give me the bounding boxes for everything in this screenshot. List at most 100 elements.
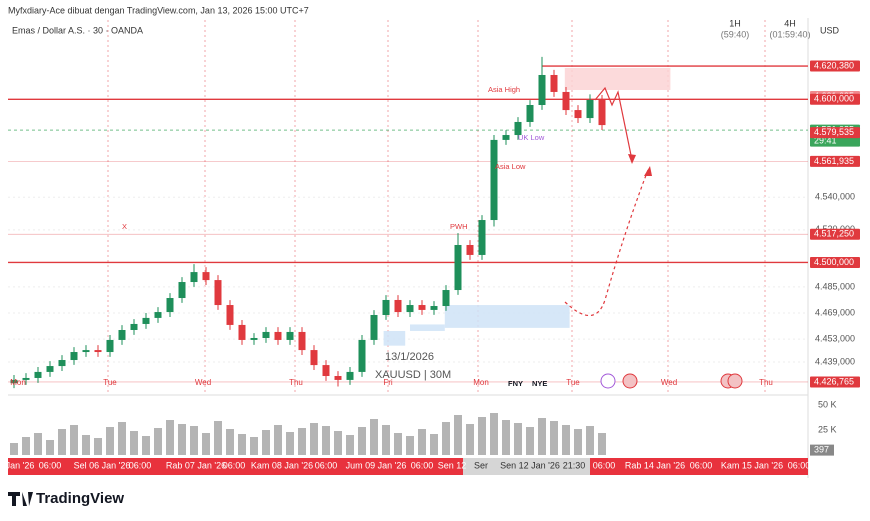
currency: USD (820, 25, 840, 35)
session-dividers (107, 20, 766, 392)
annotation: UK Low (518, 133, 545, 142)
price-label-box (810, 127, 860, 139)
zone (410, 324, 445, 331)
volume-bar (166, 420, 174, 455)
candle-body (166, 298, 174, 313)
event-icon[interactable] (622, 373, 638, 389)
x-tick-label: Rab 07 Jan '26 (166, 460, 226, 470)
volume-bar (58, 429, 66, 455)
y-tick-label: 4.439,000 (815, 356, 855, 366)
volume-bar (274, 425, 282, 455)
annotation: Asia High (488, 85, 520, 94)
zone (564, 67, 671, 90)
volume-bar (514, 423, 522, 455)
timeframe[interactable]: 1H (729, 18, 741, 28)
volume-bar (70, 425, 78, 455)
price-countdown: 29:41 (814, 136, 837, 146)
x-tick-label: Jan '26 (6, 460, 35, 470)
candle-body (562, 91, 570, 111)
x-tick-label: 06:00 (411, 460, 434, 470)
volume-bar (106, 427, 114, 455)
candle-body (82, 350, 90, 353)
price-label-box (810, 155, 860, 167)
zone (383, 330, 406, 346)
volume-bar (286, 432, 294, 455)
candle-body (22, 377, 30, 380)
candle-body (538, 74, 546, 106)
candle-body (142, 317, 150, 324)
candle-body (418, 305, 426, 310)
x-tick-label: Sel 06 Jan '26 (74, 460, 131, 470)
day-label: Tue (103, 378, 117, 387)
candle-body (574, 110, 582, 119)
candle-body (526, 105, 534, 122)
candle-body (118, 330, 126, 340)
candle-body (190, 272, 198, 283)
price-label: 4.600,000 (814, 94, 854, 104)
timeframe[interactable]: 4H (784, 18, 796, 28)
candle-body (202, 272, 210, 281)
volume-bar (118, 422, 126, 455)
price-label: 4.561,935 (814, 156, 854, 166)
candle-body (370, 314, 378, 340)
candle-body (70, 352, 78, 361)
candle-body (34, 371, 42, 378)
candle-body (238, 324, 246, 340)
volume-bar (82, 435, 90, 455)
candle-body (106, 339, 114, 353)
candle-body (130, 323, 138, 330)
symbol: Emas / Dollar A.S. · 30 · OANDA (12, 25, 143, 35)
candle-body (58, 360, 66, 367)
day-label: Fri (383, 378, 393, 387)
candle-body (358, 339, 366, 372)
projection-arrow (564, 169, 649, 317)
event-icon[interactable] (727, 373, 743, 389)
x-tick-label: Ser (474, 460, 488, 470)
candle-body (334, 376, 342, 380)
x-tick-label: Kam 15 Jan '26 (721, 460, 783, 470)
price-label: 4.500,000 (814, 257, 854, 267)
volume-bar (370, 419, 378, 455)
volume-bar (10, 443, 18, 455)
x-tick-label: 06:00 (129, 460, 152, 470)
x-tick-label: 06:00 (315, 460, 338, 470)
x-tick-label: 21:30 (563, 460, 586, 470)
candle-body (490, 139, 498, 221)
brand: TradingView (36, 490, 124, 507)
volume-bar (382, 425, 390, 455)
volume-bar (502, 420, 510, 455)
price-label: 4.579,535 (814, 127, 854, 137)
candle-body (466, 244, 474, 255)
candle-body (262, 331, 270, 338)
volume-bar (154, 428, 162, 455)
day-label: Wed (195, 378, 211, 387)
candle-body (346, 371, 354, 380)
time-axis-highlight (463, 458, 590, 475)
volume-bar (94, 438, 102, 455)
candle-body (514, 121, 522, 136)
day-label: Tue (566, 378, 580, 387)
arrow-head (628, 154, 636, 164)
volume-bar (34, 433, 42, 455)
volume-bar (586, 426, 594, 455)
y-tick-label: 4.453,000 (815, 334, 855, 344)
annotation: Asia Low (495, 162, 526, 171)
volume-bar (346, 435, 354, 455)
volume-bar (490, 413, 498, 455)
annotation: 13/1/2026 (385, 351, 434, 363)
price-label: 4.517,250 (814, 229, 854, 239)
volume-bar (46, 440, 54, 455)
volume-bar (178, 424, 186, 455)
price-label-box (810, 93, 860, 105)
volume-bar (214, 421, 222, 455)
annotation: NYE (532, 379, 547, 388)
annotation: XAUUSD | 30M (375, 369, 451, 381)
event-icon[interactable] (600, 373, 616, 389)
candle-body (442, 290, 450, 307)
x-tick-label: 06:00 (788, 460, 811, 470)
volume-bar (466, 424, 474, 455)
volume-tick-label: 50 K (818, 399, 837, 409)
candle-body (406, 305, 414, 313)
candle-body (310, 350, 318, 366)
candle-body (550, 74, 558, 92)
